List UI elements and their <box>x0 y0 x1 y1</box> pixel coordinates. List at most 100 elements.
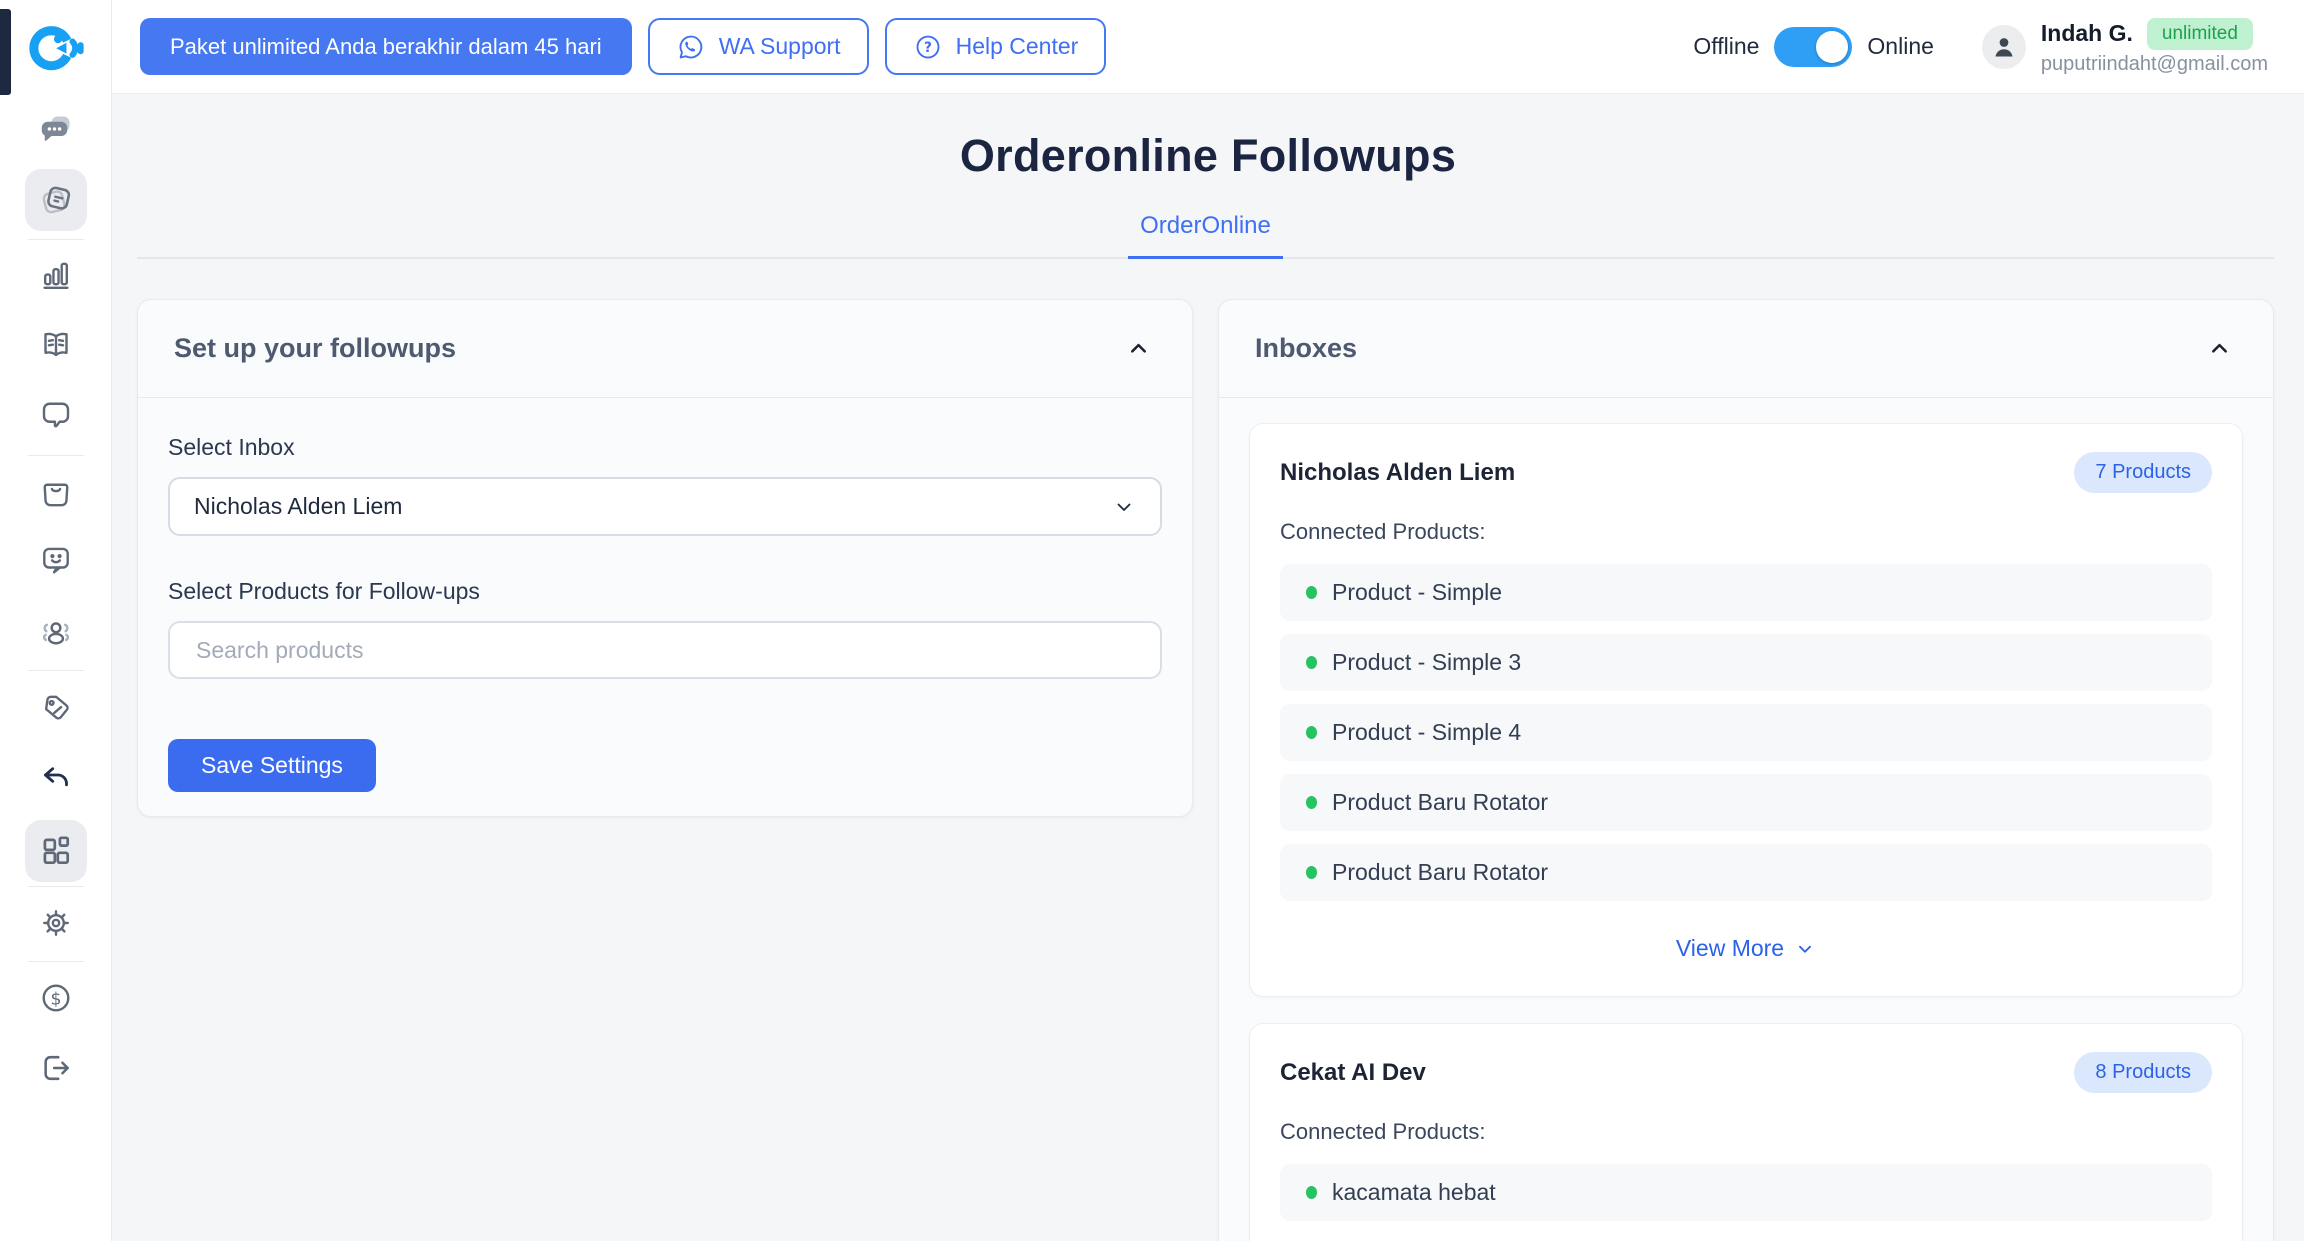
inbox-card: Nicholas Alden Liem 7 Products Connected… <box>1249 423 2243 997</box>
inbox-name: Nicholas Alden Liem <box>1280 458 1516 486</box>
save-settings-button[interactable]: Save Settings <box>168 739 376 792</box>
orders-icon <box>43 483 69 507</box>
header-right: Offline Online Indah G. unlimited puputr… <box>1693 17 2268 76</box>
inbox-label: Select Inbox <box>168 434 295 460</box>
sidebar-item-feedback[interactable] <box>25 529 87 591</box>
billing-icon: $ <box>42 984 70 1012</box>
sidebar-item-logout[interactable] <box>25 1037 87 1099</box>
plan-expiry-banner-button[interactable]: Paket unlimited Anda berakhir dalam 45 h… <box>140 18 632 75</box>
inboxes-panel-body: Nicholas Alden Liem 7 Products Connected… <box>1219 398 2273 1241</box>
view-more-link[interactable]: View More <box>1280 935 2212 962</box>
sidebar-divider <box>28 961 84 962</box>
product-name: Product - Simple 4 <box>1332 719 1522 745</box>
sidebar-divider <box>28 670 84 671</box>
sidebar-divider <box>28 455 84 456</box>
sidebar-item-knowledge[interactable] <box>25 314 87 376</box>
sidebar-item-followups[interactable] <box>25 169 87 231</box>
sidebar-item-chats[interactable] <box>25 99 87 161</box>
setup-panel: Set up your followups Select Inbox Nicho… <box>137 299 1193 817</box>
product-name: Product Baru Rotator <box>1332 789 1549 815</box>
main-content: Orderonline Followups OrderOnline Set up… <box>112 94 2304 1241</box>
sidebar-divider <box>28 239 84 240</box>
user-name: Indah G. <box>2040 20 2133 46</box>
chevron-down-icon <box>1117 503 1131 511</box>
green-dot-icon <box>1306 1186 1317 1199</box>
sidebar: $ <box>0 0 112 1241</box>
apps-icon <box>43 836 70 865</box>
view-more-label: View More <box>1675 935 1785 961</box>
product-row: Product - Simple 3 <box>1280 634 2212 691</box>
help-icon: ? <box>916 35 940 58</box>
wa-support-button[interactable]: WA Support <box>647 18 869 75</box>
product-row: Product - Simple 4 <box>1280 704 2212 761</box>
app-logo[interactable] <box>26 16 84 78</box>
wa-support-label: WA Support <box>718 33 841 59</box>
product-row: Product - Simple <box>1280 564 2212 621</box>
connected-products-label: Connected Products: <box>1280 1119 1486 1144</box>
online-status-toggle[interactable] <box>1774 26 1853 67</box>
sidebar-item-settings[interactable] <box>25 892 87 954</box>
setup-panel-body: Select Inbox Nicholas Alden Liem Select … <box>138 398 1192 816</box>
sidebar-item-live-chat[interactable] <box>25 384 87 446</box>
green-dot-icon <box>1306 726 1317 739</box>
inbox-select-value: Nicholas Alden Liem <box>194 493 403 519</box>
inboxes-collapse-button[interactable] <box>2202 331 2237 366</box>
chat-dots-icon <box>41 116 70 141</box>
inboxes-panel-header: Inboxes <box>1219 300 2273 398</box>
chevron-up-icon <box>2212 343 2227 353</box>
inbox-card: Cekat AI Dev 8 Products Connected Produc… <box>1249 1023 2243 1241</box>
chat-bubble-icon <box>42 402 70 428</box>
setup-panel-header: Set up your followups <box>138 300 1192 398</box>
tags-icon <box>44 695 69 720</box>
inbox-select[interactable]: Nicholas Alden Liem <box>168 477 1162 536</box>
user-info: Indah G. unlimited puputriindaht@gmail.c… <box>2040 17 2268 76</box>
green-dot-icon <box>1306 656 1317 669</box>
sidebar-item-contacts[interactable] <box>25 601 87 663</box>
product-row: Product Baru Rotator <box>1280 844 2212 901</box>
products-label: Select Products for Follow-ups <box>168 578 480 604</box>
chevron-up-icon <box>1131 343 1146 353</box>
page-title: Orderonline Followups <box>959 130 1457 181</box>
help-center-button[interactable]: ? Help Center <box>884 18 1107 75</box>
offline-label: Offline <box>1693 33 1760 59</box>
sidebar-item-apps[interactable] <box>25 820 87 882</box>
svg-text:?: ? <box>924 40 932 56</box>
sidebar-item-analytics[interactable] <box>25 243 87 305</box>
analytics-icon <box>43 262 69 290</box>
green-dot-icon <box>1306 586 1317 599</box>
sidebar-item-back[interactable] <box>25 747 87 809</box>
content-columns: Set up your followups Select Inbox Nicho… <box>137 299 2274 1241</box>
person-icon <box>1995 37 2013 56</box>
followups-icon <box>42 186 71 214</box>
product-name: kacamata hebat <box>1332 1179 1496 1205</box>
help-center-label: Help Center <box>955 33 1079 59</box>
tab-orderonline[interactable]: OrderOnline <box>1128 212 1283 259</box>
chevron-down-icon <box>1799 945 1812 953</box>
setup-collapse-button[interactable] <box>1121 331 1156 366</box>
top-header: Paket unlimited Anda berakhir dalam 45 h… <box>112 0 2304 94</box>
plan-badge: unlimited <box>2146 17 2253 50</box>
products-count-badge: 8 Products <box>2074 1052 2212 1093</box>
product-name: Product Baru Rotator <box>1332 859 1549 885</box>
sidebar-item-billing[interactable]: $ <box>25 967 87 1029</box>
tab-bar: OrderOnline <box>137 212 2274 259</box>
connected-products-label: Connected Products: <box>1280 519 1486 544</box>
feedback-icon <box>43 547 69 574</box>
product-name: Product - Simple <box>1332 579 1503 605</box>
sidebar-divider <box>28 886 84 887</box>
product-search-input[interactable] <box>168 621 1162 679</box>
sidebar-item-orders[interactable] <box>25 462 87 524</box>
settings-icon <box>43 910 69 936</box>
sidebar-item-tags[interactable] <box>25 677 87 739</box>
logout-icon <box>44 1055 69 1081</box>
products-count-badge: 7 Products <box>2074 452 2212 493</box>
cekat-logo-icon <box>29 26 84 71</box>
left-edge-bar <box>0 9 11 95</box>
knowledge-icon <box>44 332 68 357</box>
svg-text:$: $ <box>51 989 62 1009</box>
product-list: Product - Simple Product - Simple 3 Prod… <box>1280 564 2212 901</box>
user-menu[interactable]: Indah G. unlimited puputriindaht@gmail.c… <box>1981 17 2268 76</box>
avatar <box>1981 24 2026 69</box>
inbox-name: Cekat AI Dev <box>1280 1058 1426 1086</box>
product-name: Product - Simple 3 <box>1332 649 1522 675</box>
